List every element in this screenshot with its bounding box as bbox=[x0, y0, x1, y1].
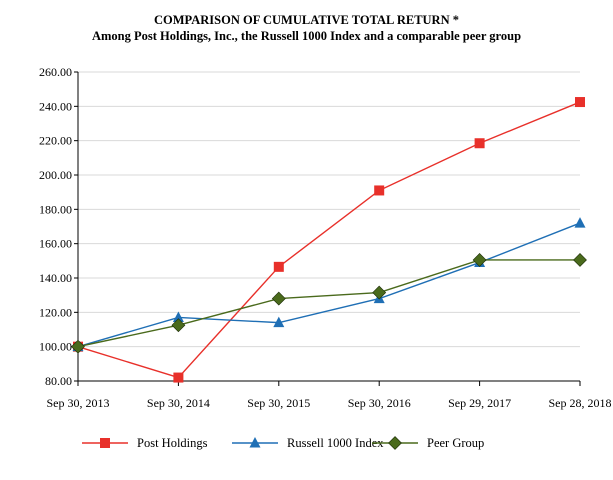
series-line-russell-1000-index bbox=[77, 222, 581, 348]
legend-marker-post-holdings bbox=[100, 438, 110, 448]
series-line-peer-group bbox=[77, 259, 580, 348]
x-tick-label: Sep 30, 2016 bbox=[348, 396, 411, 410]
data-point-russell-1000-index bbox=[574, 217, 586, 228]
y-tick-label: 80.00 bbox=[45, 374, 72, 388]
grid-lines bbox=[78, 71, 580, 348]
y-tick-label: 180.00 bbox=[39, 202, 72, 216]
data-point-peer-group bbox=[372, 285, 387, 300]
y-tick-label: 260.00 bbox=[39, 65, 72, 79]
y-tick-label: 160.00 bbox=[39, 237, 72, 251]
series-line-post-holdings bbox=[77, 101, 581, 379]
legend-label-post-holdings: Post Holdings bbox=[137, 436, 208, 450]
legend-label-russell-1000-index: Russell 1000 Index bbox=[287, 436, 384, 450]
legend-marker-russell-1000-index bbox=[249, 437, 261, 448]
y-tick-label: 200.00 bbox=[39, 168, 72, 182]
legend: Post Holdings Russell 1000 Index Peer Grou… bbox=[82, 436, 484, 450]
legend-marker-peer-group bbox=[388, 436, 402, 450]
series-lines bbox=[71, 97, 587, 383]
x-tick-label: Sep 29, 2017 bbox=[448, 396, 511, 410]
y-tick-label: 140.00 bbox=[39, 271, 72, 285]
data-point-post-holdings bbox=[575, 97, 585, 108]
axes: 80.00 100.00 120.00 140.00 160.00 180.00 200.0… bbox=[39, 65, 612, 410]
data-point-post-holdings bbox=[273, 261, 284, 272]
y-tick-label: 100.00 bbox=[39, 340, 72, 354]
x-tick-label: Sep 28, 2018 bbox=[549, 396, 612, 410]
y-tick-label: 120.00 bbox=[39, 305, 72, 319]
y-tick-label: 240.00 bbox=[39, 99, 72, 113]
data-point-post-holdings bbox=[374, 185, 385, 196]
chart-title: COMPARISON OF CUMULATIVE TOTAL RETURN * bbox=[153, 13, 459, 27]
chart-title-block: COMPARISON OF CUMULATIVE TOTAL RETURN * … bbox=[0, 12, 613, 44]
data-point-peer-group bbox=[171, 318, 186, 333]
chart-subtitle: Among Post Holdings, Inc., the Russell 1… bbox=[91, 29, 522, 43]
y-tick-label: 220.00 bbox=[39, 134, 72, 148]
legend-label-peer-group: Peer Group bbox=[427, 436, 484, 450]
data-point-peer-group bbox=[71, 339, 85, 354]
x-tick-label: Sep 30, 2014 bbox=[147, 396, 210, 410]
x-tick-label: Sep 30, 2013 bbox=[47, 396, 110, 410]
data-point-peer-group bbox=[573, 253, 587, 267]
data-point-russell-1000-index bbox=[273, 316, 285, 328]
x-tick-label: Sep 30, 2015 bbox=[247, 396, 310, 410]
data-point-post-holdings bbox=[474, 138, 485, 149]
data-point-peer-group bbox=[472, 253, 487, 267]
data-point-peer-group bbox=[271, 291, 286, 306]
data-point-post-holdings bbox=[173, 372, 184, 383]
data-point-russell-1000-index bbox=[172, 311, 184, 322]
